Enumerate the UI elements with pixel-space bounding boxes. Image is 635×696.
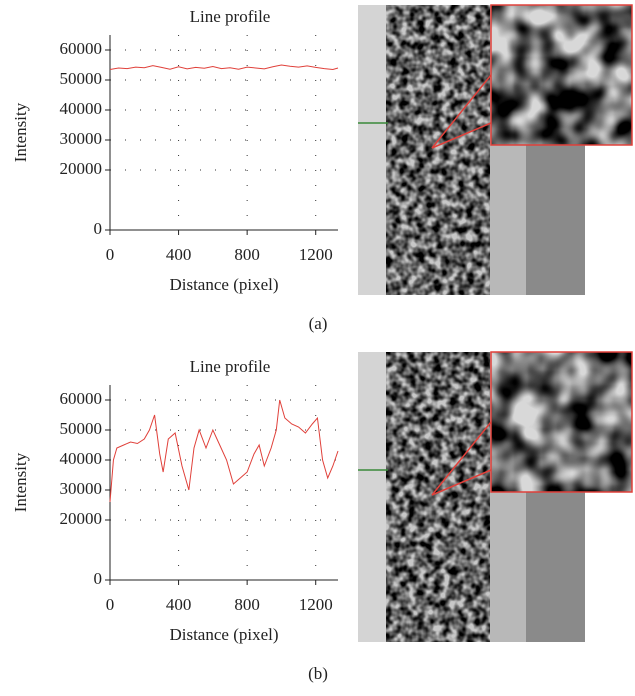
y-tick-label: 50000 [60, 69, 103, 88]
chart-title: Line profile [190, 357, 271, 376]
line-series [109, 399, 339, 503]
panel-caption: (a) [309, 314, 328, 333]
image-strip [358, 5, 386, 295]
image-texture [386, 352, 490, 642]
image-strip [358, 352, 386, 642]
y-tick-label: 30000 [60, 479, 103, 498]
y-tick-label: 40000 [60, 449, 103, 468]
x-tick-label: 0 [106, 245, 115, 264]
zoom-line [431, 122, 492, 149]
y-tick-label: 60000 [60, 39, 103, 58]
inset-border [490, 351, 633, 493]
x-tick-label: 1200 [299, 595, 333, 614]
y-tick-label: 20000 [60, 509, 103, 528]
y-tick-label: 0 [94, 219, 103, 238]
y-axis-label: Intensity [11, 102, 30, 162]
x-axis-label: Distance (pixel) [169, 625, 278, 644]
chart-title: Line profile [190, 7, 271, 26]
y-tick-label: 20000 [60, 159, 103, 178]
inset-border [490, 4, 633, 146]
x-tick-label: 800 [234, 595, 260, 614]
line-series [109, 64, 339, 71]
x-tick-label: 400 [166, 245, 192, 264]
zoom-line [431, 469, 492, 496]
y-tick-label: 50000 [60, 419, 103, 438]
x-tick-label: 1200 [299, 245, 333, 264]
x-tick-label: 400 [166, 595, 192, 614]
micrograph [358, 4, 633, 295]
y-tick-label: 40000 [60, 99, 103, 118]
x-axis-label: Distance (pixel) [169, 275, 278, 294]
y-tick-label: 30000 [60, 129, 103, 148]
micrograph [358, 351, 633, 642]
image-texture [386, 5, 490, 295]
y-tick-label: 0 [94, 569, 103, 588]
x-tick-label: 800 [234, 245, 260, 264]
inset-texture [491, 352, 632, 492]
zoom-line [431, 74, 492, 149]
y-axis-label: Intensity [11, 452, 30, 512]
zoom-line [431, 421, 492, 496]
x-tick-label: 0 [106, 595, 115, 614]
inset-texture [491, 5, 632, 145]
panel-caption: (b) [308, 664, 328, 683]
y-tick-label: 60000 [60, 389, 103, 408]
